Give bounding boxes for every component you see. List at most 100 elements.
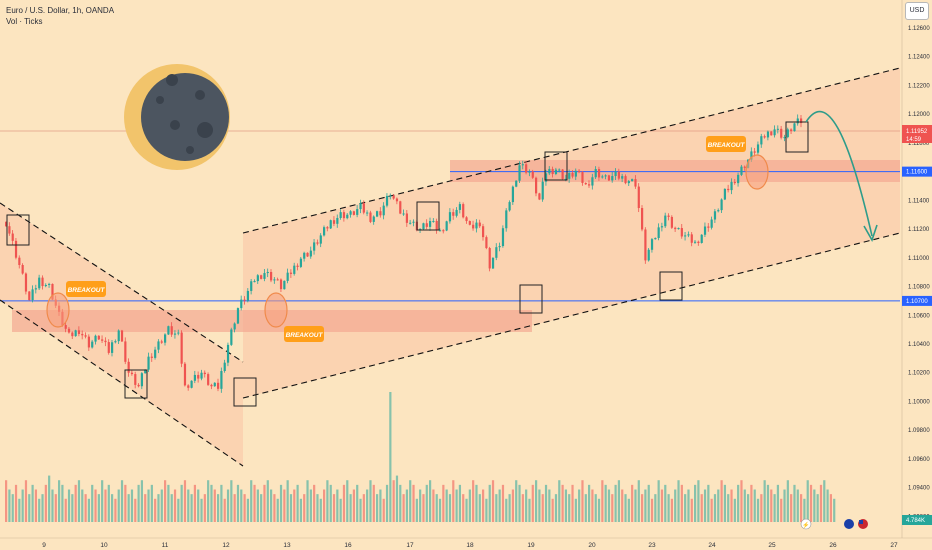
volume-bar [790,494,793,522]
volume-bar [591,489,594,522]
volume-bar [203,494,206,522]
volume-bar [581,480,584,522]
candle-body [472,224,475,229]
candle-body [568,172,571,179]
volume-bar [349,494,352,522]
candle-body [800,118,803,124]
candle-body [597,169,601,178]
volume-bar [402,494,405,522]
price-tick-label: 1.09600 [908,457,930,463]
candle-body [445,221,448,231]
volume-bar [233,494,236,522]
candle-body [690,234,693,243]
candle-body [422,223,425,230]
volume-bar [690,498,693,522]
candle-body [760,136,763,145]
candle-body [541,181,544,200]
candle-body [664,215,667,227]
time-tick-label: 17 [406,542,414,549]
volume-bar [601,480,604,522]
candle-body [303,252,306,259]
time-tick-label: 19 [527,542,535,549]
candle-body [44,285,47,287]
price-tick-label: 1.12200 [908,83,930,89]
candle-body [703,226,707,235]
candle-body [263,273,266,279]
volume-bar [120,480,124,522]
volume-bar [727,494,730,522]
volume-bar [604,484,607,522]
highlight-box [416,201,440,231]
volume-bar [482,489,485,522]
volume-bar [833,498,836,522]
volume-bar [273,494,276,522]
volume-bar [114,498,117,522]
candle-body [104,340,107,343]
time-tick-label: 11 [162,542,169,549]
candle-body [667,215,670,217]
candle-body [468,221,471,225]
breakout-circle [745,154,769,190]
volume-bar [819,484,823,522]
volume-bar [144,494,147,522]
volume-bar [766,484,770,522]
volume-bar [611,494,614,522]
volume-bar [369,480,372,522]
volume-bar [806,480,809,522]
currency-button[interactable]: USD [905,2,929,20]
volume-bar [329,484,332,522]
volume-bar [485,498,488,522]
candle-body [458,204,462,210]
candle-body [588,184,591,186]
candle-body [243,299,246,301]
bar-countdown: 14:59 [906,137,922,143]
candle-body [51,283,54,300]
volume-bar [740,480,743,522]
candle-body [339,212,342,218]
volume-bar [525,489,528,522]
volume-bar [359,498,362,522]
volume-bar [389,392,392,522]
volume-bar [382,498,385,522]
candle-body [173,333,177,335]
candle-body [48,283,51,286]
volume-bar [293,489,296,522]
volume-bar [710,498,713,522]
volume-bar [140,480,144,522]
candle-body [465,217,468,222]
candle-body [260,275,263,279]
last-price-badge [902,125,932,143]
volume-bar [38,498,41,522]
volume-bar [498,489,501,522]
candle-body [770,131,773,136]
candle-body [491,257,495,269]
volume-bar [624,494,627,522]
candle-body [405,213,409,223]
volume-bar [730,489,733,522]
candle-body [283,280,286,290]
candle-body [442,230,445,232]
candle-body [485,237,488,249]
volume-bar [429,480,432,522]
candle-body [654,237,657,240]
desc-channel-lower-line [0,299,244,467]
volume-bar [385,484,389,522]
volume-bar [220,484,223,522]
volume-bar [594,494,597,522]
price-tick-label: 1.10800 [908,285,930,291]
volume-bar [34,489,38,522]
candle-body [332,220,336,224]
volume-bar [266,480,269,522]
time-tick-label: 13 [283,542,291,549]
candle-body [581,172,584,183]
price-tick-label: 1.11400 [908,198,930,204]
candle-body [392,195,395,199]
volume-bar [634,489,637,522]
candle-body [210,384,213,387]
candle-body [203,372,206,375]
volume-bar [31,484,34,522]
candle-body [554,169,558,175]
volume-bar [564,489,568,522]
